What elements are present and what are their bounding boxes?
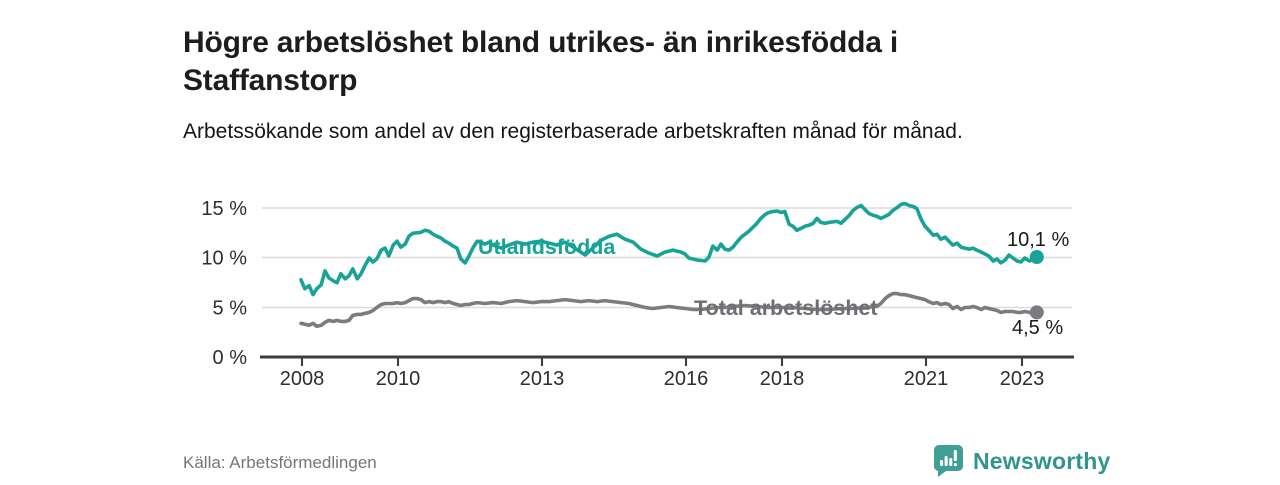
page-subtitle: Arbetssökande som andel av den registerb… — [183, 120, 963, 143]
end-dot-total — [1029, 305, 1044, 320]
x-tick-label-2008: 2008 — [280, 368, 325, 390]
bar-chart-glyph — [940, 449, 957, 466]
chart-line-total — [299, 291, 1039, 329]
end-dot-utlandsfodda — [1029, 250, 1044, 264]
speech-bubble-shape — [934, 444, 963, 477]
y-tick-label-15: 15 % — [201, 198, 247, 220]
x-tick-label-2016: 2016 — [664, 368, 709, 390]
page-title: Högre arbetslöshet bland utrikes- än inr… — [183, 26, 898, 98]
x-tick-label-2023: 2023 — [1000, 368, 1045, 390]
y-tick-label-10: 10 % — [201, 248, 247, 270]
source-note: Källa: Arbetsförmedlingen — [183, 453, 377, 472]
y-tick-label-5: 5 % — [213, 298, 248, 320]
series-label-utlandsfodda: Utlandsfödda — [478, 235, 616, 259]
series-lines — [299, 201, 1044, 329]
y-tick-label-0: 0 % — [213, 347, 248, 369]
chart-line-utlandsfodda — [299, 201, 1039, 297]
x-tick-label-2021: 2021 — [904, 368, 949, 390]
brand-name: Newsworthy — [973, 447, 1111, 474]
newsworthy-icon — [934, 444, 963, 477]
brand-logo: Newsworthy — [933, 444, 1110, 478]
x-tick-label-2013: 2013 — [520, 368, 565, 390]
x-tick-label-2018: 2018 — [760, 368, 805, 390]
x-tick-label-2010: 2010 — [376, 368, 421, 390]
end-value-label-total: 4,5 % — [1012, 317, 1063, 339]
end-value-label-utlandsfodda: 10,1 % — [1007, 229, 1069, 251]
series-label-total: Total arbetslöshet — [694, 296, 878, 320]
x-axis-ticks — [301, 358, 1023, 366]
